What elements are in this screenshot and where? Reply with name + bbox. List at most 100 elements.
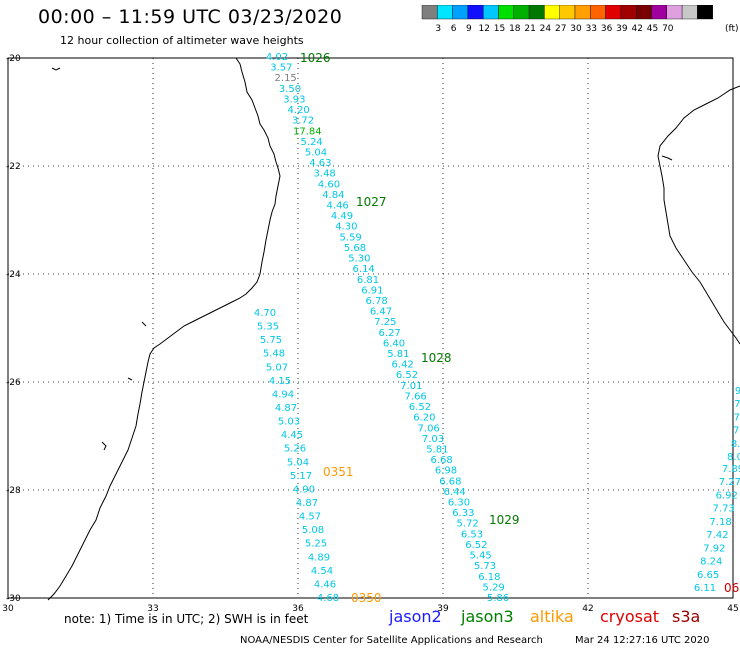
y-axis-labels: -20 -22 -24 -26 -28 -30 — [6, 54, 21, 604]
x-tick-label: 39 — [437, 604, 449, 614]
legend-label: 12 — [478, 24, 489, 34]
wave-height-label: 4.46 — [327, 201, 349, 212]
wave-height-label: 6.44 — [444, 487, 466, 498]
x-axis-labels: 30 33 36 39 42 45 — [2, 604, 738, 614]
legend-label: 21 — [524, 24, 535, 34]
legend-label: 70 — [662, 24, 674, 34]
wave-height-label: 6.68 — [439, 476, 461, 487]
wave-height-label: 7.73 — [713, 504, 735, 515]
wave-height-label: 4.94 — [272, 389, 294, 400]
legend-label: 18 — [509, 24, 521, 34]
wave-height-label: 4.57 — [299, 512, 321, 523]
map-title: 00:00 – 11:59 UTC 03/23/2020 — [38, 6, 343, 28]
wave-height-label: 4.68 — [317, 593, 339, 604]
wave-height-label: 3.93 — [283, 94, 305, 105]
wave-height-label: 5.59 — [340, 232, 362, 243]
wave-height-label: 17.84 — [293, 126, 322, 137]
y-tick-label: -24 — [6, 270, 21, 280]
wave-height-label: 7.03 — [422, 434, 444, 445]
wave-height-label: 7.27 — [719, 477, 740, 488]
wave-height-label: 7.18 — [709, 517, 731, 528]
wave-height-label: 4.87 — [275, 403, 297, 414]
africa-coast — [47, 57, 281, 601]
wave-height-label: 6.42 — [392, 360, 414, 371]
wave-height-label: 5.04 — [287, 457, 309, 468]
legend-label: 33 — [586, 24, 597, 34]
wave-height-label: 6.52 — [465, 540, 487, 551]
wave-height-label: 8.24 — [700, 557, 722, 568]
x-tick-label: 36 — [292, 604, 304, 614]
wave-height-tracks: 4.023.572.153.503.934.203.7217.845.245.0… — [254, 52, 740, 604]
legend-label: 27 — [555, 24, 566, 34]
madagascar-coast — [657, 85, 740, 345]
wave-height-label: 4.60 — [318, 179, 340, 190]
wave-height-label: 2.15 — [275, 73, 297, 84]
wave-height-label: 6.53 — [461, 529, 483, 540]
legend-label: 9 — [466, 24, 472, 34]
pass-id-label: 0350 — [351, 591, 382, 605]
wave-height-label: 4.70 — [254, 308, 276, 319]
grid — [7, 57, 734, 599]
wave-height-label: 5.29 — [483, 582, 505, 593]
pass-id-label: 1029 — [489, 513, 520, 527]
wave-height-label: 7 — [734, 412, 740, 423]
legend-cryosat: cryosat — [600, 607, 660, 626]
wave-height-label: 6.78 — [366, 296, 388, 307]
map-frame — [7, 57, 734, 599]
legend-label: 3 — [435, 24, 441, 34]
pass-id-label: 1027 — [356, 195, 387, 209]
wave-height-label: 3.48 — [314, 169, 336, 180]
wave-height-label: 5.07 — [266, 362, 288, 373]
generated-timestamp: Mar 24 12:27:16 UTC 2020 — [575, 635, 710, 646]
wave-height-label: 5.81 — [387, 349, 409, 360]
wave-height-label: 6.52 — [396, 370, 418, 381]
wave-height-label: 6.52 — [409, 402, 431, 413]
wave-height-label: 6.33 — [452, 508, 474, 519]
wave-height-label: 5.81 — [426, 444, 448, 455]
legend-label: 30 — [570, 24, 582, 34]
wave-height-label: 7.42 — [706, 530, 728, 541]
wave-height-label: 6.40 — [383, 338, 405, 349]
wave-height-label: 6.14 — [353, 264, 375, 275]
legend-label: 15 — [494, 24, 505, 34]
wave-height-label: 4.90 — [293, 484, 315, 495]
y-tick-label: -20 — [6, 54, 21, 64]
wave-height-label: 7.89 — [722, 464, 740, 475]
legend-jason3: jason3 — [461, 607, 514, 626]
wave-height-label: 6.91 — [361, 285, 383, 296]
wave-height-label: 5.75 — [260, 335, 282, 346]
wave-height-label: 7.66 — [405, 391, 427, 402]
wave-height-label: 3.50 — [279, 84, 301, 95]
color-legend: 3 6 9 12 15 18 21 24 27 30 33 36 39 42 45 70 (ft) — [421, 5, 739, 34]
y-tick-label: -22 — [6, 162, 21, 172]
map-subtitle: 12 hour collection of altimeter wave hei… — [60, 34, 304, 47]
legend-label: 36 — [601, 24, 613, 34]
wave-height-label: 6.68 — [431, 455, 453, 466]
wave-height-label: 6.18 — [478, 572, 500, 583]
wave-height-label: 4.02 — [266, 52, 288, 63]
x-tick-label: 45 — [727, 604, 738, 614]
wave-height-label: 5.48 — [263, 349, 285, 360]
pass-id-label: 1028 — [421, 351, 452, 365]
y-tick-label: -26 — [6, 378, 21, 388]
wave-height-label: 3.57 — [270, 63, 292, 74]
wave-height-label: 5.73 — [474, 561, 496, 572]
legend-unit: (ft) — [725, 24, 739, 34]
legend-label: 39 — [616, 24, 628, 34]
pass-labels: 1026 1027 1028 1029 0351 0350 06 — [300, 51, 739, 605]
coastline — [47, 57, 740, 601]
legend-label: 42 — [631, 24, 642, 34]
wave-height-label: 4.63 — [309, 158, 331, 169]
wave-height-label: 3.72 — [292, 116, 314, 127]
legend-altika: altika — [530, 607, 574, 626]
wave-height-label: 4.30 — [335, 222, 357, 233]
wave-height-label: 4.84 — [322, 190, 344, 201]
pass-id-label: 06 — [724, 581, 739, 595]
wave-height-label: 7.92 — [703, 543, 725, 554]
wave-height-label: 5.04 — [305, 147, 327, 158]
legend-swatch — [697, 5, 713, 20]
wave-height-label: 5.72 — [457, 519, 479, 530]
wave-height-label: 8. — [731, 439, 740, 450]
wave-height-label: 7 — [733, 426, 739, 437]
